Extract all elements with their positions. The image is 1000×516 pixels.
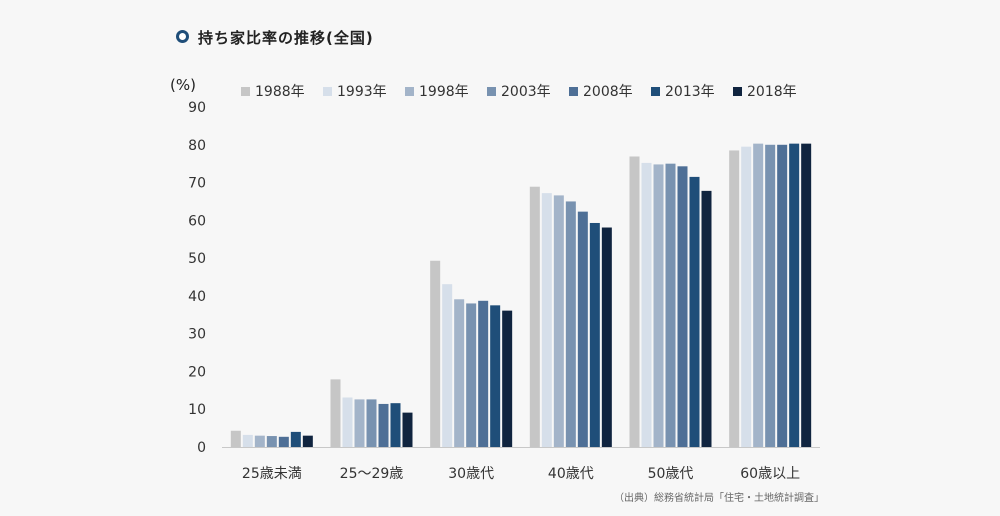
- legend-label: 2008年: [583, 84, 633, 100]
- bar: [553, 195, 564, 447]
- bar: [242, 434, 253, 447]
- x-tick-label: 60歳以上: [740, 466, 800, 482]
- bar: [390, 403, 401, 447]
- legend-swatch: [569, 87, 578, 96]
- y-tick-label: 60: [188, 213, 206, 229]
- bar: [342, 397, 353, 447]
- bar: [589, 222, 600, 447]
- bar: [290, 431, 301, 447]
- y-tick-label: 10: [188, 402, 206, 418]
- y-tick-label: 90: [188, 100, 206, 116]
- bar: [777, 144, 788, 447]
- bar: [354, 399, 365, 447]
- x-tick-label: 40歳代: [548, 466, 594, 482]
- y-axis-label: (%): [170, 76, 196, 94]
- bar: [366, 399, 377, 447]
- bar: [466, 303, 477, 447]
- bar: [577, 211, 588, 447]
- bar: [689, 176, 700, 447]
- bar: [629, 156, 640, 447]
- legend-label: 1988年: [255, 84, 305, 100]
- legend-label: 2018年: [747, 84, 797, 100]
- y-tick-label: 70: [188, 176, 206, 192]
- bar: [454, 299, 465, 447]
- bar: [541, 193, 552, 447]
- bar: [677, 166, 688, 448]
- bar: [402, 412, 413, 447]
- bar: [641, 162, 652, 447]
- bar: [789, 143, 800, 447]
- y-tick-label: 0: [197, 440, 206, 456]
- bar: [266, 436, 277, 447]
- source-note: （出典）総務省統計局「住宅・土地統計調査」: [614, 493, 824, 504]
- bar: [701, 190, 712, 447]
- bar: [729, 150, 740, 447]
- y-tick-label: 30: [188, 327, 206, 343]
- bar: [442, 284, 453, 447]
- x-tick-label: 30歳代: [448, 466, 494, 482]
- x-tick-label: 25歳未満: [242, 466, 302, 482]
- bar: [765, 144, 776, 447]
- legend-swatch: [733, 87, 742, 96]
- bar: [378, 403, 389, 447]
- legend-swatch: [487, 87, 496, 96]
- legend-swatch: [651, 87, 660, 96]
- legend-label: 2013年: [665, 84, 715, 100]
- bar: [278, 436, 289, 447]
- bar: [302, 435, 313, 447]
- bar: [430, 260, 441, 447]
- legend-label: 1993年: [337, 84, 387, 100]
- y-tick-label: 20: [188, 364, 206, 380]
- bar: [565, 201, 576, 447]
- bar: [601, 227, 612, 447]
- legend-swatch: [241, 87, 250, 96]
- y-tick-label: 50: [188, 251, 206, 267]
- bar: [330, 379, 341, 447]
- bar: [753, 143, 764, 447]
- bar: [741, 146, 752, 447]
- legend-swatch: [405, 87, 414, 96]
- x-tick-label: 50歳代: [648, 466, 694, 482]
- y-tick-label: 80: [188, 138, 206, 154]
- bar: [502, 310, 513, 447]
- bar: [230, 430, 241, 447]
- bar: [478, 300, 489, 447]
- bar: [254, 435, 265, 447]
- bar: [653, 164, 664, 447]
- legend-label: 2003年: [501, 84, 551, 100]
- x-tick-label: 25〜29歳: [340, 466, 404, 482]
- bar: [801, 143, 812, 447]
- bar: [490, 305, 501, 447]
- chart-title: 持ち家比率の推移(全国): [198, 29, 374, 47]
- legend-label: 1998年: [419, 84, 469, 100]
- bar: [665, 163, 676, 447]
- bar: [529, 186, 540, 447]
- y-tick-label: 40: [188, 289, 206, 305]
- title-marker-icon: [176, 30, 189, 43]
- legend-swatch: [323, 87, 332, 96]
